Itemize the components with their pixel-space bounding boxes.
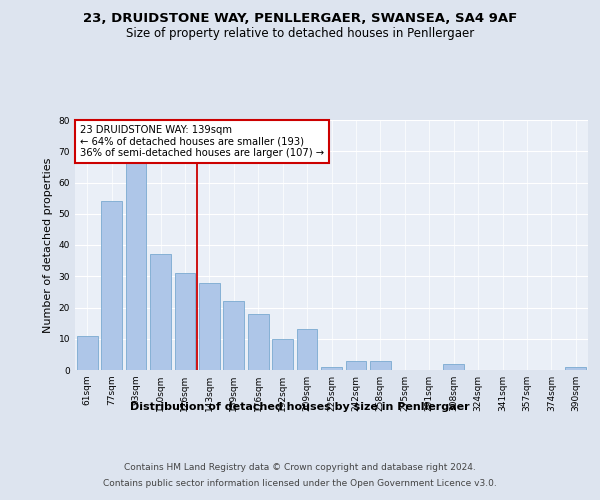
Bar xyxy=(101,201,122,370)
Bar xyxy=(223,301,244,370)
Bar xyxy=(370,360,391,370)
Bar xyxy=(296,330,317,370)
Bar xyxy=(248,314,269,370)
Text: Size of property relative to detached houses in Penllergaer: Size of property relative to detached ho… xyxy=(126,28,474,40)
Bar xyxy=(175,273,196,370)
Bar xyxy=(150,254,171,370)
Bar xyxy=(321,367,342,370)
Text: Contains HM Land Registry data © Crown copyright and database right 2024.: Contains HM Land Registry data © Crown c… xyxy=(124,462,476,471)
Bar xyxy=(565,367,586,370)
Text: 23 DRUIDSTONE WAY: 139sqm
← 64% of detached houses are smaller (193)
36% of semi: 23 DRUIDSTONE WAY: 139sqm ← 64% of detac… xyxy=(80,125,324,158)
Text: Contains public sector information licensed under the Open Government Licence v3: Contains public sector information licen… xyxy=(103,479,497,488)
Text: Distribution of detached houses by size in Penllergaer: Distribution of detached houses by size … xyxy=(130,402,470,412)
Bar xyxy=(125,158,146,370)
Bar xyxy=(199,282,220,370)
Bar xyxy=(346,360,367,370)
Y-axis label: Number of detached properties: Number of detached properties xyxy=(43,158,53,332)
Bar xyxy=(77,336,98,370)
Text: 23, DRUIDSTONE WAY, PENLLERGAER, SWANSEA, SA4 9AF: 23, DRUIDSTONE WAY, PENLLERGAER, SWANSEA… xyxy=(83,12,517,26)
Bar xyxy=(443,364,464,370)
Bar xyxy=(272,339,293,370)
